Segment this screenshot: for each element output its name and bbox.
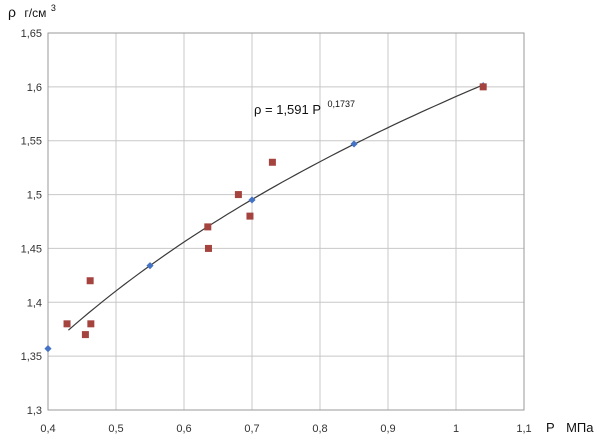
x-tick-label: 0,6 xyxy=(176,423,191,435)
square-data-point xyxy=(87,320,95,328)
y-axis-symbol: ρ xyxy=(8,4,16,20)
y-tick-label: 1,6 xyxy=(27,82,42,94)
x-tick-label: 0,7 xyxy=(244,423,259,435)
y-tick-label: 1,5 xyxy=(27,190,42,202)
x-tick-label: 0,5 xyxy=(108,423,123,435)
x-tick-label: 0,8 xyxy=(312,423,327,435)
y-tick-label: 1,65 xyxy=(21,28,42,40)
y-axis-title: ρ г/см 3 xyxy=(8,3,56,21)
equation-prefix: ρ = 1,591 P xyxy=(254,102,321,117)
square-data-point xyxy=(81,331,89,339)
x-axis-ticks: 0,4 0,5 0,6 0,7 0,8 0,9 1 1,1 xyxy=(40,423,531,435)
diamond-data-point xyxy=(350,140,358,148)
square-data-point xyxy=(246,212,254,220)
y-axis-unit: г/см xyxy=(24,6,46,20)
square-data-point xyxy=(479,83,487,91)
square-data-point xyxy=(268,158,276,166)
square-data-point xyxy=(204,223,212,231)
x-axis-unit: МПа xyxy=(566,420,594,435)
y-axis-unit-sup: 3 xyxy=(51,3,56,13)
y-tick-label: 1,35 xyxy=(21,351,42,363)
y-tick-label: 1,4 xyxy=(27,297,42,309)
plot-area-border xyxy=(47,32,525,411)
diamond-data-point xyxy=(44,345,52,353)
equation-exponent: 0,1737 xyxy=(327,99,355,109)
grid xyxy=(47,32,525,411)
x-axis-symbol: P xyxy=(546,420,554,435)
y-tick-label: 1,3 xyxy=(27,405,42,417)
square-data-point xyxy=(204,244,212,252)
square-data-point xyxy=(86,277,94,285)
diamond-data-point xyxy=(248,196,256,204)
x-tick-label: 1,1 xyxy=(516,423,531,435)
square-data-point xyxy=(63,320,71,328)
y-axis-ticks: 1,3 1,35 1,4 1,45 1,5 1,55 1,6 1,65 xyxy=(21,28,42,417)
x-tick-label: 1 xyxy=(453,423,459,435)
power-trendline xyxy=(68,84,484,331)
x-axis-title: P МПа xyxy=(546,420,594,435)
data-points xyxy=(44,82,487,353)
x-tick-label: 0,4 xyxy=(40,423,55,435)
x-tick-label: 0,9 xyxy=(380,423,395,435)
y-tick-label: 1,45 xyxy=(21,243,42,255)
diamond-data-point xyxy=(146,262,154,270)
square-data-point xyxy=(234,191,242,199)
trendline-equation: ρ = 1,591 P 0,1737 xyxy=(254,99,355,118)
y-tick-label: 1,55 xyxy=(21,136,42,148)
